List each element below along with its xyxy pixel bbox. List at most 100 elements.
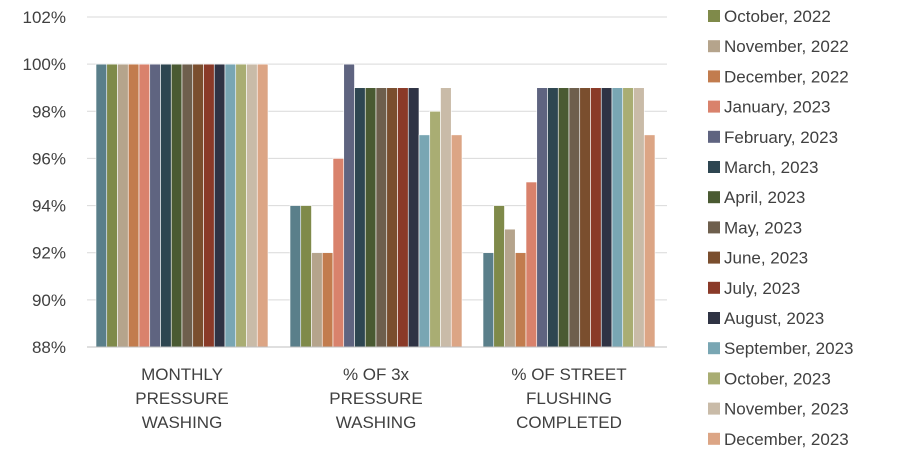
legend-swatch bbox=[708, 131, 720, 143]
legend-label: April, 2023 bbox=[724, 188, 805, 207]
bar bbox=[182, 64, 193, 347]
legend-swatch bbox=[708, 70, 720, 82]
legend-label: November, 2022 bbox=[724, 37, 849, 56]
bar bbox=[398, 88, 409, 347]
bar bbox=[612, 88, 623, 347]
bar bbox=[236, 64, 247, 347]
bar bbox=[214, 64, 225, 347]
x-tick-label: PRESSURE bbox=[329, 389, 423, 408]
y-axis: 88% 90% 92% 94% 96% 98% 100% 102% bbox=[23, 8, 66, 357]
legend-swatch bbox=[708, 101, 720, 113]
legend-swatch bbox=[708, 191, 720, 203]
bar bbox=[548, 88, 559, 347]
legend-label: June, 2023 bbox=[724, 249, 808, 268]
bar bbox=[225, 64, 236, 347]
bar bbox=[247, 64, 258, 347]
legend: October, 2022 November, 2022 December, 202… bbox=[708, 7, 853, 449]
y-tick-label: 94% bbox=[32, 197, 66, 216]
legend-label: December, 2022 bbox=[724, 67, 849, 86]
bar bbox=[365, 88, 376, 347]
legend-swatch bbox=[708, 221, 720, 233]
legend-label: January, 2023 bbox=[724, 98, 830, 117]
x-tick-label: % OF 3x bbox=[343, 365, 410, 384]
legend-swatch bbox=[708, 161, 720, 173]
legend-label: March, 2023 bbox=[724, 158, 819, 177]
bar bbox=[312, 253, 323, 347]
y-tick-label: 96% bbox=[32, 149, 66, 168]
bar bbox=[171, 64, 182, 347]
bar bbox=[96, 64, 107, 347]
y-tick-label: 88% bbox=[32, 338, 66, 357]
y-tick-label: 92% bbox=[32, 244, 66, 263]
bar bbox=[355, 88, 366, 347]
bar bbox=[483, 253, 494, 347]
bar bbox=[408, 88, 419, 347]
bar bbox=[301, 206, 312, 347]
bar bbox=[387, 88, 398, 347]
bar bbox=[644, 135, 655, 347]
bar bbox=[623, 88, 634, 347]
bar bbox=[451, 135, 462, 347]
legend-label: February, 2023 bbox=[724, 128, 838, 147]
bar bbox=[161, 64, 172, 347]
bar bbox=[290, 206, 301, 347]
legend-swatch bbox=[708, 252, 720, 264]
bar bbox=[634, 88, 645, 347]
x-axis: MONTHLY PRESSURE WASHING % OF 3x PRESSURE WAS… bbox=[87, 347, 667, 432]
x-tick-label: PRESSURE bbox=[135, 389, 229, 408]
legend-swatch bbox=[708, 40, 720, 52]
bar bbox=[333, 158, 344, 347]
bar bbox=[344, 64, 355, 347]
bar bbox=[204, 64, 215, 347]
legend-label: July, 2023 bbox=[724, 279, 800, 298]
bar bbox=[322, 253, 333, 347]
bar bbox=[601, 88, 612, 347]
bars bbox=[96, 64, 655, 347]
bar bbox=[128, 64, 139, 347]
bar bbox=[505, 229, 516, 347]
legend-swatch bbox=[708, 342, 720, 354]
y-tick-label: 102% bbox=[23, 8, 66, 27]
bar bbox=[441, 88, 452, 347]
x-tick-label: MONTHLY bbox=[141, 365, 223, 384]
legend-swatch bbox=[708, 312, 720, 324]
bar bbox=[526, 182, 537, 347]
legend-swatch bbox=[708, 10, 720, 22]
legend-swatch bbox=[708, 372, 720, 384]
y-tick-label: 90% bbox=[32, 291, 66, 310]
legend-swatch bbox=[708, 433, 720, 445]
bar bbox=[107, 64, 118, 347]
bar bbox=[257, 64, 268, 347]
bar bbox=[118, 64, 129, 347]
bar bbox=[569, 88, 580, 347]
legend-label: August, 2023 bbox=[724, 309, 824, 328]
x-tick-label: COMPLETED bbox=[516, 413, 622, 432]
legend-label: May, 2023 bbox=[724, 218, 802, 237]
legend-label: October, 2023 bbox=[724, 369, 831, 388]
bar bbox=[376, 88, 387, 347]
y-tick-label: 98% bbox=[32, 102, 66, 121]
x-tick-label: WASHING bbox=[336, 413, 417, 432]
x-tick-label: FLUSHING bbox=[526, 389, 612, 408]
bar bbox=[419, 135, 430, 347]
legend-swatch bbox=[708, 282, 720, 294]
legend-label: September, 2023 bbox=[724, 339, 853, 358]
bar bbox=[494, 206, 505, 347]
bar bbox=[558, 88, 569, 347]
bar bbox=[580, 88, 591, 347]
legend-label: December, 2023 bbox=[724, 430, 849, 449]
y-tick-label: 100% bbox=[23, 55, 66, 74]
legend-swatch bbox=[708, 403, 720, 415]
x-tick-label: % OF STREET bbox=[511, 365, 626, 384]
x-tick-label: WASHING bbox=[142, 413, 223, 432]
legend-label: October, 2022 bbox=[724, 7, 831, 26]
bar bbox=[150, 64, 161, 347]
bar bbox=[591, 88, 602, 347]
bar bbox=[430, 111, 441, 347]
bar bbox=[537, 88, 548, 347]
bar bbox=[193, 64, 204, 347]
bar bbox=[515, 253, 526, 347]
bar bbox=[139, 64, 150, 347]
legend-label: November, 2023 bbox=[724, 400, 849, 419]
